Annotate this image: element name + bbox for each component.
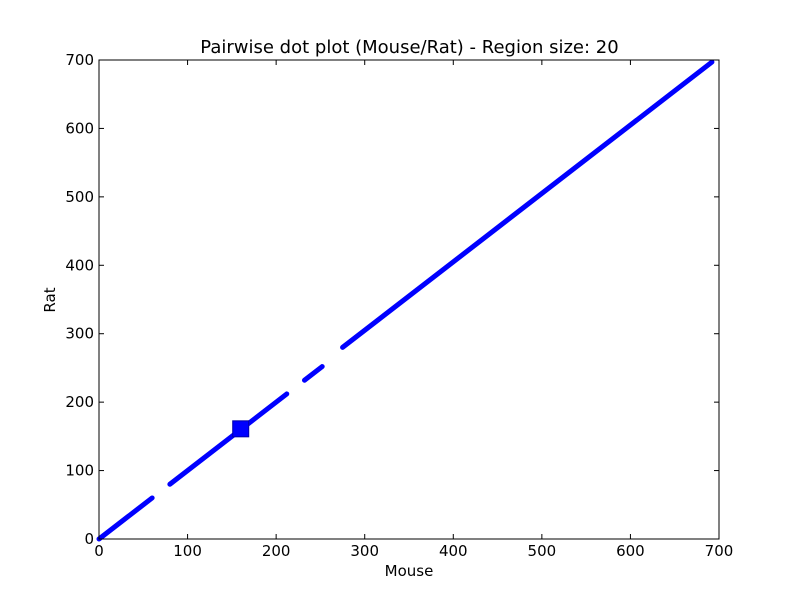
- x-tick-label: 100: [173, 542, 202, 560]
- x-tick-label: 400: [439, 542, 468, 560]
- x-tick-label: 0: [94, 542, 104, 560]
- x-axis-label: Mouse: [385, 562, 434, 580]
- y-tick-label: 500: [65, 188, 94, 206]
- y-tick-label: 0: [84, 530, 94, 548]
- x-tick-label: 300: [350, 542, 379, 560]
- plot-area: [96, 59, 715, 542]
- x-axis: 0 100 200 300 400 500 600 700: [94, 60, 733, 560]
- y-tick-label: 700: [65, 51, 94, 69]
- x-tick-label: 600: [616, 542, 645, 560]
- y-tick-label: 100: [65, 462, 94, 480]
- chart-title: Pairwise dot plot (Mouse/Rat) - Region s…: [200, 37, 618, 58]
- y-tick-label: 300: [65, 325, 94, 343]
- axes-frame: [98, 59, 720, 540]
- x-tick-label: 700: [705, 542, 734, 560]
- y-axis-label: Rat: [41, 287, 59, 312]
- y-tick-label: 600: [65, 119, 94, 137]
- x-tick-label: 500: [528, 542, 557, 560]
- dot-segment-3: [301, 364, 325, 383]
- x-tick-label: 200: [262, 542, 291, 560]
- dot-segment-4: [340, 59, 715, 350]
- y-tick-label: 400: [65, 256, 94, 274]
- y-tick-label: 200: [65, 393, 94, 411]
- dot-segment-1: [96, 495, 155, 542]
- y-axis: 0 100 200 300 400 500 600 700: [65, 51, 719, 548]
- dot-segment-2: [167, 391, 290, 487]
- highlight-square-marker: [232, 420, 250, 438]
